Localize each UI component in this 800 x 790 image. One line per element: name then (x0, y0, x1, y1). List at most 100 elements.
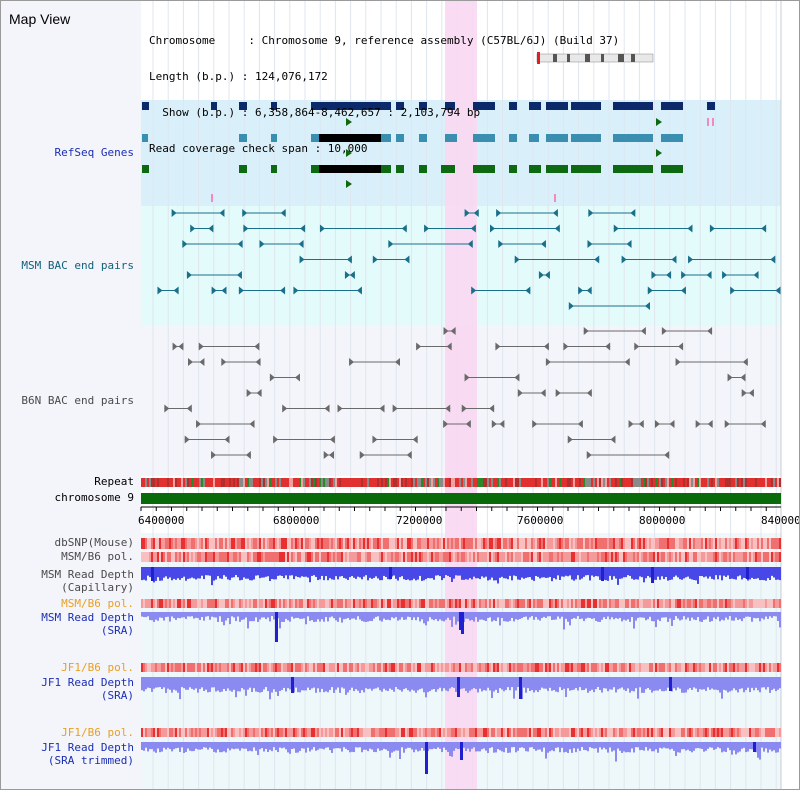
read-depth-bar (593, 612, 595, 619)
read-depth-bar (253, 612, 255, 622)
chromosome-bar (141, 493, 781, 504)
bac-end-marker (461, 404, 467, 413)
read-depth-bar (249, 742, 251, 751)
polymorphism-cell (765, 728, 767, 737)
polymorphism-cell (429, 663, 431, 672)
read-depth-bar (569, 677, 571, 691)
polymorphism-cell (751, 663, 753, 672)
track-label-jf1-depth-sra[interactable]: JF1 Read Depth (41, 676, 134, 689)
track-label-msm-depth-capillary[interactable]: MSM Read Depth (41, 568, 134, 581)
polymorphism-cell (649, 599, 651, 608)
read-depth-bar (257, 612, 259, 622)
read-depth-bar (561, 677, 563, 691)
bac-end-marker (224, 435, 230, 444)
polymorphism-cell (747, 663, 749, 672)
polymorphism-cell (589, 728, 591, 737)
read-depth-bar (765, 567, 767, 581)
polymorphism-cell (633, 663, 635, 672)
track-label-dbsnp[interactable]: dbSNP(Mouse) (54, 536, 134, 549)
polymorphism-cell (383, 538, 385, 549)
repeat-segment (229, 478, 231, 487)
read-depth-bar (547, 567, 549, 578)
polymorphism-cell (311, 663, 313, 672)
polymorphism-cell (315, 552, 317, 562)
polymorphism-cell (527, 728, 529, 737)
polymorphism-cell (757, 538, 759, 549)
polymorphism-cell (761, 728, 763, 737)
repeat-segment (281, 478, 283, 487)
read-depth-bar (741, 677, 743, 689)
repeat-segment (577, 478, 579, 487)
read-depth-bar (177, 612, 179, 618)
polymorphism-cell (403, 663, 405, 672)
polymorphism-cell (507, 663, 509, 672)
polymorphism-cell (615, 538, 617, 549)
polymorphism-cell (281, 552, 283, 562)
polymorphism-cell (511, 538, 513, 549)
polymorphism-cell (247, 538, 249, 549)
polymorphism-cell (249, 538, 251, 549)
track-label-jf1-depth-trimmed[interactable]: JF1 Read Depth (41, 741, 134, 754)
repeat-segment (239, 478, 241, 487)
polymorphism-cell (521, 663, 523, 672)
read-depth-bar (509, 567, 511, 576)
polymorphism-cell (665, 552, 667, 562)
read-depth-bar (511, 567, 513, 581)
repeat-segment (299, 478, 301, 487)
read-depth-bar (705, 612, 707, 620)
polymorphism-cell (273, 552, 275, 562)
read-depth-bar (689, 567, 691, 579)
read-depth-bar (617, 612, 619, 619)
read-depth-bar (327, 742, 329, 748)
track-label-msm-b6-pol[interactable]: MSM/B6 pol. (61, 550, 134, 563)
polymorphism-cell (287, 599, 289, 608)
read-depth-bar (393, 612, 395, 619)
repeat-segment (711, 478, 713, 487)
repeat-segment (385, 478, 387, 487)
read-depth-bar (321, 742, 323, 749)
repeat-segment (401, 478, 403, 487)
polymorphism-cell (371, 663, 373, 672)
bac-end-marker (256, 389, 262, 397)
track-label-b6n-bac[interactable]: B6N BAC end pairs (21, 394, 134, 407)
polymorphism-cell (457, 552, 459, 562)
polymorphism-cell (241, 599, 243, 608)
polymorphism-cell (413, 728, 415, 737)
read-depth-bar (773, 567, 775, 578)
track-label-msm-b6-pol-sra[interactable]: MSM/B6 pol. (61, 597, 134, 610)
track-label-refseq[interactable]: RefSeq Genes (54, 146, 134, 159)
polymorphism-cell (453, 599, 455, 608)
polymorphism-cell (147, 599, 149, 608)
track-label-jf1-b6-pol[interactable]: JF1/B6 pol. (61, 661, 134, 674)
bac-end-marker (605, 342, 611, 351)
polymorphism-cell (327, 599, 329, 608)
read-depth-bar (387, 677, 389, 691)
read-depth-bar (651, 612, 653, 622)
polymorphism-cell (311, 728, 313, 737)
polymorphism-cell (767, 728, 769, 737)
polymorphism-cell (547, 599, 549, 608)
gene-arrow (346, 180, 352, 188)
polymorphism-cell (707, 599, 709, 608)
polymorphism-cell (249, 663, 251, 672)
bac-end-marker (761, 224, 767, 233)
read-depth-bar (347, 612, 349, 619)
polymorphism-cell (689, 728, 691, 737)
track-label-msm-depth-sra[interactable]: MSM Read Depth (41, 611, 134, 624)
repeat-segment (501, 478, 503, 487)
polymorphism-cell (405, 663, 407, 672)
track-label-jf1-b6-pol-trimmed[interactable]: JF1/B6 pol. (61, 726, 134, 739)
polymorphism-cell (757, 552, 759, 562)
repeat-segment (301, 478, 303, 487)
read-depth-bar (187, 677, 189, 690)
polymorphism-cell (229, 728, 231, 737)
polymorphism-cell (465, 538, 467, 549)
polymorphism-cell (739, 663, 741, 672)
polymorphism-cell (333, 728, 335, 737)
polymorphism-cell (337, 552, 339, 562)
polymorphism-cell (159, 599, 161, 608)
polymorphism-cell (679, 728, 681, 737)
track-label-msm-bac[interactable]: MSM BAC end pairs (21, 259, 134, 272)
polymorphism-cell (459, 728, 461, 737)
